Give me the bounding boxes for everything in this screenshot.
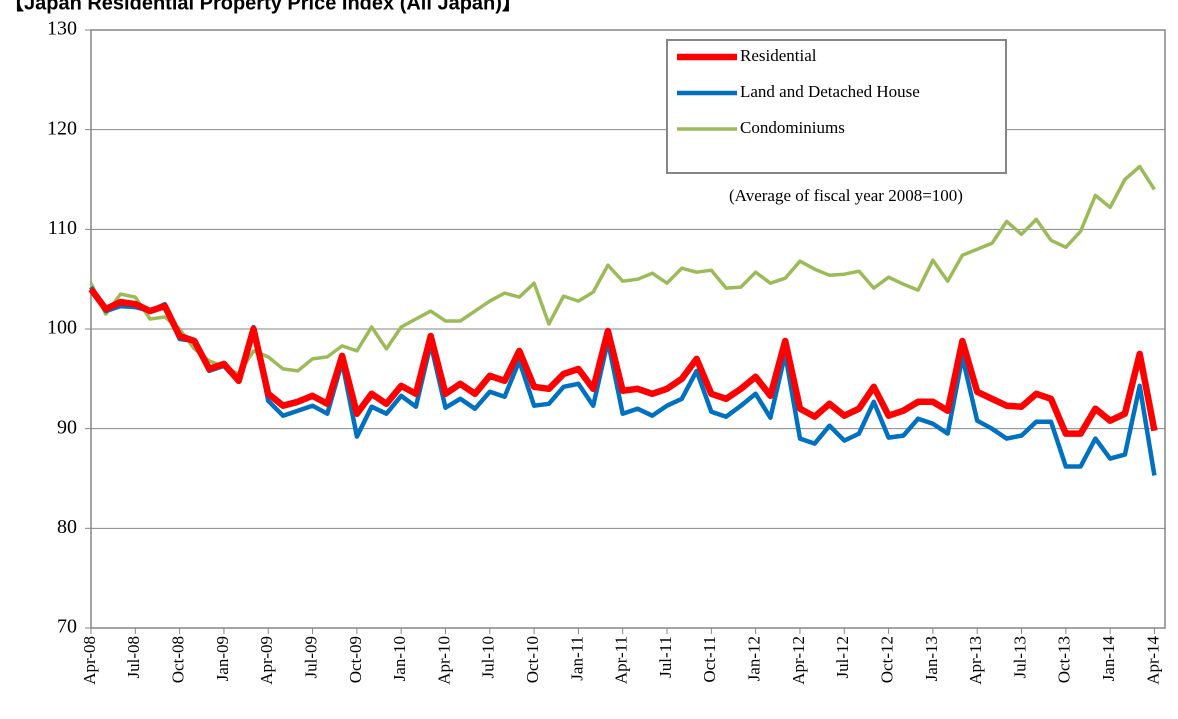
x-tick-label: Jul-09 bbox=[301, 636, 320, 679]
y-tick-label: 110 bbox=[48, 217, 77, 239]
x-tick-label: Oct-10 bbox=[523, 636, 542, 683]
y-tick-label: 70 bbox=[57, 616, 77, 638]
x-tick-label: Jan-11 bbox=[567, 636, 586, 681]
x-tick-label: Jul-10 bbox=[479, 636, 498, 679]
x-tick-label: Jul-13 bbox=[1010, 636, 1029, 679]
legend: Residential Land and Detached House Condom… bbox=[666, 39, 1007, 174]
y-tick-label: 80 bbox=[57, 516, 77, 538]
x-tick-label: Oct-09 bbox=[346, 636, 365, 683]
x-tick-label: Oct-08 bbox=[169, 636, 188, 683]
legend-label: Land and Detached House bbox=[740, 82, 920, 101]
x-tick-label: Jul-11 bbox=[656, 636, 675, 678]
note: (Average of fiscal year 2008=100) bbox=[729, 186, 963, 205]
x-tick-label: Jan-12 bbox=[745, 636, 764, 681]
chart-title: 【Japan Residential Property Price Index … bbox=[4, 0, 522, 14]
series-line bbox=[89, 164, 1156, 376]
x-tick-label: Apr-14 bbox=[1143, 636, 1162, 685]
x-tick-label: Oct-12 bbox=[877, 636, 896, 683]
y-tick-label: 90 bbox=[57, 416, 77, 438]
x-tick-label: Jan-10 bbox=[390, 636, 409, 681]
y-tick-label: 130 bbox=[47, 18, 77, 40]
series-line bbox=[88, 287, 1158, 437]
series-line bbox=[89, 285, 1157, 476]
x-tick-label: Jan-14 bbox=[1099, 636, 1118, 682]
x-tick-label: Apr-10 bbox=[434, 636, 453, 685]
legend-label: Residential bbox=[740, 46, 817, 65]
x-tick-label: Apr-09 bbox=[257, 636, 276, 685]
x-tick-label: Oct-11 bbox=[700, 636, 719, 683]
legend-label: Condominiums bbox=[740, 118, 845, 137]
x-tick-label: Apr-13 bbox=[966, 636, 985, 685]
x-tick-label: Apr-12 bbox=[789, 636, 808, 685]
y-tick-label: 100 bbox=[47, 317, 77, 339]
x-tick-label: Apr-08 bbox=[80, 636, 99, 685]
x-tick-label: Oct-13 bbox=[1055, 636, 1074, 683]
x-tick-label: Jan-09 bbox=[213, 636, 232, 681]
legend-box bbox=[666, 39, 1007, 174]
plot-border bbox=[90, 29, 1166, 629]
x-tick-label: Jan-13 bbox=[922, 636, 941, 681]
y-tick-label: 120 bbox=[47, 117, 77, 139]
x-tick-label: Jul-08 bbox=[124, 636, 143, 679]
x-tick-label: Apr-11 bbox=[612, 636, 631, 684]
x-tick-label: Jul-12 bbox=[833, 636, 852, 679]
